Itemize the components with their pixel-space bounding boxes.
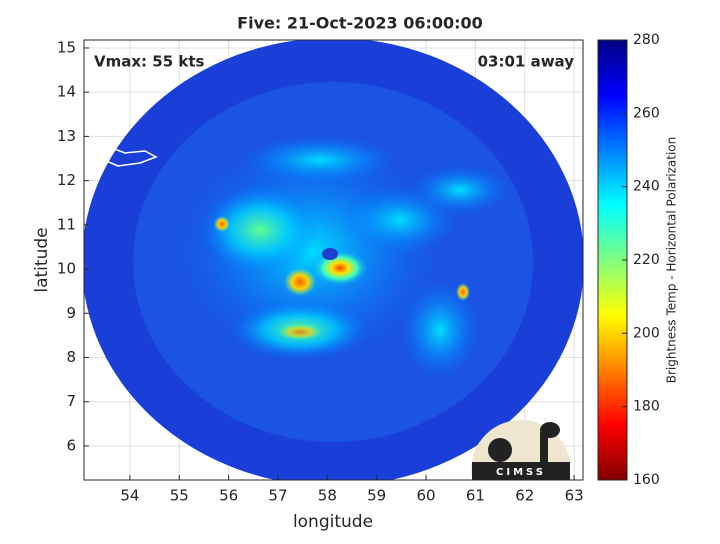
logo: CIMSS <box>470 419 570 480</box>
y-axis-label: latitude <box>32 227 52 292</box>
y-tick-label: 14 <box>57 83 76 101</box>
x-axis-label: longitude <box>293 512 373 532</box>
x-tick-label: 63 <box>565 487 584 505</box>
x-tick-label: 60 <box>416 487 435 505</box>
y-tick-label: 8 <box>66 348 76 366</box>
colorbar-tick-label: 160 <box>633 472 660 488</box>
x-tick-label: 55 <box>170 487 189 505</box>
brightness-image <box>84 40 583 480</box>
y-tick-label: 12 <box>57 171 76 189</box>
x-tick-label: 56 <box>219 487 238 505</box>
x-tick-label: 57 <box>268 487 287 505</box>
x-tick-label: 58 <box>318 487 337 505</box>
x-tick-label: 59 <box>367 487 386 505</box>
colorbar-tick-label: 280 <box>633 32 660 48</box>
logo-text: CIMSS <box>496 467 546 478</box>
colorbar-tick-label: 180 <box>633 399 660 415</box>
axes-box <box>83 39 584 481</box>
colorbar-tick-label: 200 <box>633 325 660 341</box>
chart-title: Five: 21-Oct-2023 06:00:00 <box>237 14 483 33</box>
x-tick-label: 61 <box>466 487 485 505</box>
y-tick-label: 10 <box>57 260 76 278</box>
y-tick-label: 15 <box>57 38 76 56</box>
y-tick-label: 7 <box>66 392 76 410</box>
colorbar-tick-label: 220 <box>633 252 660 268</box>
x-tick-label: 54 <box>120 487 139 505</box>
colorbar-label: Brightness Temp - Horizontal Polarizatio… <box>665 137 679 384</box>
y-tick-label: 6 <box>66 436 76 454</box>
x-tick-label: 62 <box>515 487 534 505</box>
colorbar-tick-label: 240 <box>633 179 660 195</box>
colorbar-tick-label: 260 <box>633 105 660 121</box>
annotation: Vmax: 55 kts <box>94 53 204 71</box>
y-tick-label: 13 <box>57 127 76 145</box>
y-tick-label: 11 <box>57 215 76 233</box>
y-tick-label: 9 <box>66 304 76 322</box>
annotation: 03:01 away <box>478 53 575 71</box>
